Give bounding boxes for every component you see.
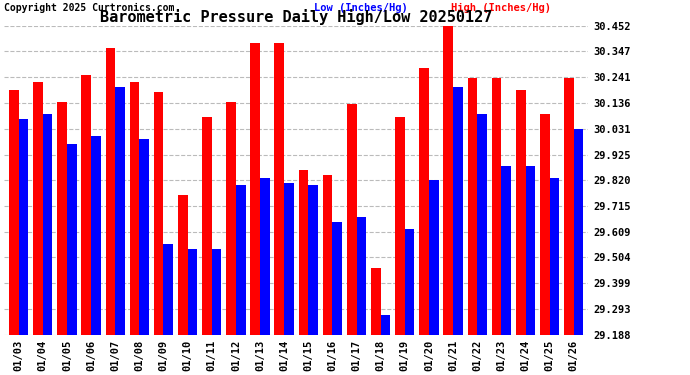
Bar xyxy=(381,315,391,335)
Bar xyxy=(202,117,212,335)
Bar xyxy=(395,117,405,335)
Bar xyxy=(492,78,502,335)
Bar xyxy=(81,75,91,335)
Bar xyxy=(139,139,149,335)
Bar xyxy=(164,244,173,335)
Bar xyxy=(115,87,125,335)
Bar xyxy=(188,249,197,335)
Bar xyxy=(477,114,487,335)
Bar xyxy=(212,249,221,335)
Bar xyxy=(550,178,560,335)
Bar xyxy=(67,144,77,335)
Bar xyxy=(19,119,28,335)
Bar xyxy=(250,44,260,335)
Bar xyxy=(516,90,526,335)
Bar xyxy=(260,178,270,335)
Bar xyxy=(226,102,236,335)
Bar xyxy=(540,114,550,335)
Bar xyxy=(333,222,342,335)
Text: Copyright 2025 Curtronics.com: Copyright 2025 Curtronics.com xyxy=(4,3,175,13)
Bar xyxy=(357,217,366,335)
Bar xyxy=(468,78,477,335)
Bar xyxy=(106,48,115,335)
Bar xyxy=(9,90,19,335)
Bar xyxy=(444,26,453,335)
Bar xyxy=(564,78,574,335)
Bar xyxy=(323,176,333,335)
Bar xyxy=(130,82,139,335)
Bar xyxy=(429,180,439,335)
Bar xyxy=(275,44,284,335)
Text: Low (Inches/Hg): Low (Inches/Hg) xyxy=(314,3,408,13)
Text: High (Inches/Hg): High (Inches/Hg) xyxy=(451,3,551,13)
Bar xyxy=(57,102,67,335)
Bar xyxy=(33,82,43,335)
Bar xyxy=(420,68,429,335)
Bar xyxy=(299,171,308,335)
Bar xyxy=(236,185,246,335)
Bar xyxy=(371,268,381,335)
Bar xyxy=(405,229,415,335)
Title: Barometric Pressure Daily High/Low 20250127: Barometric Pressure Daily High/Low 20250… xyxy=(100,9,493,25)
Bar xyxy=(526,166,535,335)
Bar xyxy=(284,183,294,335)
Bar xyxy=(453,87,463,335)
Bar xyxy=(43,114,52,335)
Bar xyxy=(502,166,511,335)
Bar xyxy=(178,195,188,335)
Bar xyxy=(154,92,164,335)
Bar xyxy=(574,129,584,335)
Bar xyxy=(347,105,357,335)
Bar xyxy=(308,185,318,335)
Bar xyxy=(91,136,101,335)
